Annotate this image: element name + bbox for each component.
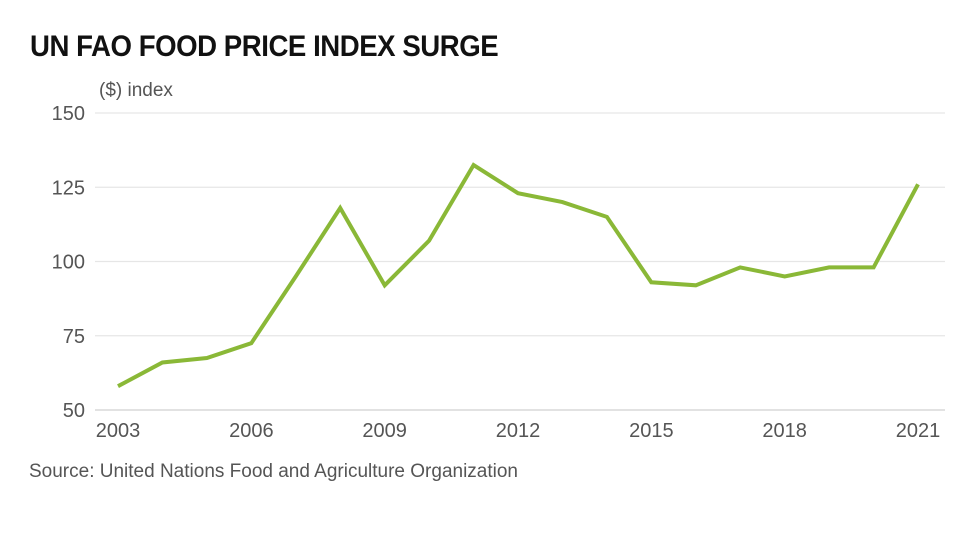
x-tick-label: 2012 (496, 420, 541, 442)
y-tick-label: 50 (63, 400, 85, 422)
series-line-0 (117, 162, 920, 388)
x-tick-label: 2006 (229, 420, 274, 442)
y-tick-label: 125 (52, 177, 85, 199)
y-tick-label: 100 (52, 252, 85, 274)
source-note: Source: United Nations Food and Agricult… (29, 461, 518, 482)
series-lines (117, 162, 920, 388)
chart-title: UN FAO FOOD PRICE INDEX SURGE (30, 30, 499, 63)
x-tick-label: 2003 (96, 420, 141, 442)
gridlines (95, 112, 945, 411)
x-tick-label: 2015 (629, 420, 674, 442)
x-axis-ticks: 2003 2006 2009 2012 2015 2018 2021 (96, 420, 941, 442)
x-tick-label: 2018 (762, 420, 807, 442)
y-tick-label: 150 (52, 103, 85, 125)
y-axis-ticks: 50 75 100 125 150 (52, 103, 85, 422)
x-tick-label: 2009 (362, 420, 407, 442)
y-axis-label: ($) index (99, 80, 173, 101)
y-tick-label: 75 (63, 326, 85, 348)
x-tick-label: 2021 (896, 420, 941, 442)
